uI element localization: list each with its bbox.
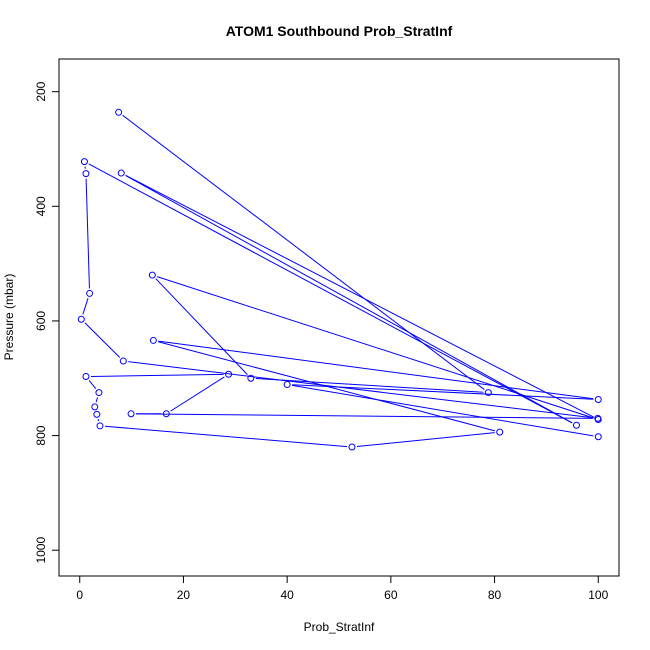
series-segment <box>155 278 248 375</box>
series-segment <box>156 276 594 419</box>
x-tick-label: 80 <box>488 588 502 602</box>
data-point <box>117 169 125 177</box>
series-segment <box>255 378 484 393</box>
data-point <box>86 289 94 297</box>
data-point <box>148 271 156 279</box>
series-segment <box>85 178 90 289</box>
x-axis: 0 20 40 60 80 100 <box>76 575 609 602</box>
data-point <box>77 315 85 323</box>
y-axis-label: Pressure (mbar) <box>2 274 16 361</box>
x-tick-label: 20 <box>177 588 191 602</box>
series-segment <box>125 174 595 418</box>
series-segment <box>136 413 593 419</box>
data-point <box>496 428 504 436</box>
data-point <box>484 389 492 397</box>
series-segment <box>356 432 495 448</box>
series-segment <box>122 114 485 390</box>
data-point <box>594 395 602 403</box>
data-point <box>149 336 157 344</box>
series-segment <box>128 361 593 419</box>
data-point <box>82 373 90 381</box>
data-point <box>91 403 99 411</box>
x-axis-label: Prob_StratInf <box>304 620 375 634</box>
series-segment <box>104 425 348 448</box>
y-tick-label: 800 <box>34 425 48 445</box>
data-point <box>348 443 356 451</box>
data-point <box>594 433 602 441</box>
chart-title: ATOM1 Southbound Prob_StratInf <box>226 23 453 39</box>
data-point <box>225 370 233 378</box>
y-tick-label: 200 <box>34 81 48 101</box>
x-tick-label: 40 <box>280 588 294 602</box>
data-point <box>115 108 123 116</box>
series-segment <box>291 384 594 437</box>
x-tick-label: 60 <box>384 588 398 602</box>
data-point <box>93 410 101 418</box>
x-tick-label: 0 <box>76 588 83 602</box>
x-tick-label: 100 <box>588 588 608 602</box>
data-point <box>80 158 88 166</box>
data-point <box>127 410 135 418</box>
series-segment <box>125 175 573 424</box>
series-segment <box>82 298 89 315</box>
data-point <box>283 381 291 389</box>
data-point <box>82 170 90 178</box>
series-segment <box>88 163 573 424</box>
y-tick-label: 600 <box>34 311 48 331</box>
y-tick-label: 400 <box>34 196 48 216</box>
data-point <box>594 414 602 422</box>
series-segment <box>292 384 594 400</box>
series-segment <box>88 380 97 390</box>
plot-frame <box>58 58 620 577</box>
data-point <box>572 421 580 429</box>
data-point <box>95 389 103 397</box>
series-segment <box>95 397 99 403</box>
series-segment <box>84 322 121 358</box>
y-axis: 200 400 600 800 1000 <box>34 81 60 564</box>
y-tick-label: 1000 <box>34 537 48 564</box>
data-point <box>162 410 170 418</box>
data-point <box>96 422 104 430</box>
series-segment <box>158 340 594 400</box>
data-point <box>247 374 255 382</box>
series-segment <box>170 376 225 412</box>
series-segment <box>90 373 224 377</box>
series-layer <box>77 108 602 451</box>
data-point <box>119 357 127 365</box>
